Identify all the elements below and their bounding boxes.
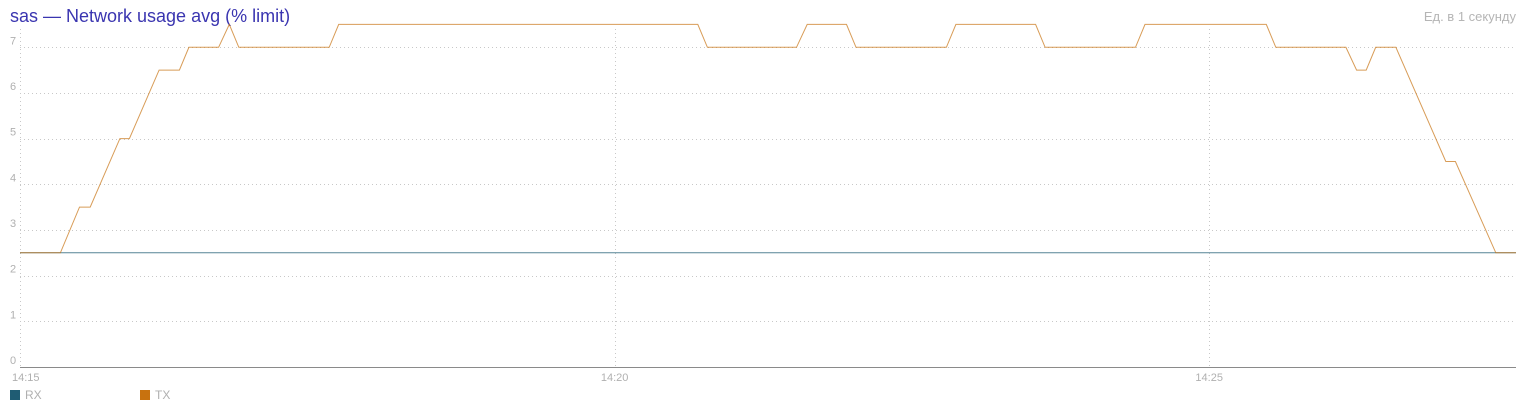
y-tick-label: 5 <box>10 127 16 139</box>
y-tick-label: 1 <box>10 309 16 321</box>
chart-title: sas — Network usage avg (% limit) <box>10 6 291 26</box>
legend-label: RX <box>25 388 42 402</box>
y-tick-label: 7 <box>10 35 16 47</box>
series-lines <box>20 23 1516 254</box>
units-note: Ед. в 1 секунду <box>1423 9 1516 24</box>
y-tick-label: 0 <box>10 355 16 367</box>
tick-labels: 0 1 2 3 4 5 6 7 14:15 14:20 14:25 <box>10 35 1223 384</box>
legend-label: TX <box>155 388 171 402</box>
legend-swatch <box>10 390 20 400</box>
x-tick-label: 14:20 <box>601 372 629 384</box>
legend-item-rx[interactable]: RX <box>10 388 42 402</box>
legend-item-tx[interactable]: TX <box>140 388 170 402</box>
y-tick-label: 4 <box>10 172 16 184</box>
y-tick-label: 3 <box>10 218 16 230</box>
x-tick-label: 14:15 <box>12 372 40 384</box>
line-chart: 0 1 2 3 4 5 6 7 14:15 14:20 14:25 <box>10 23 1516 384</box>
series-line-tx <box>20 23 1516 254</box>
grid-lines <box>20 29 1516 367</box>
y-tick-label: 2 <box>10 264 16 276</box>
legend-swatch <box>140 390 150 400</box>
x-tick-label: 14:25 <box>1195 372 1223 384</box>
y-tick-label: 6 <box>10 81 16 93</box>
